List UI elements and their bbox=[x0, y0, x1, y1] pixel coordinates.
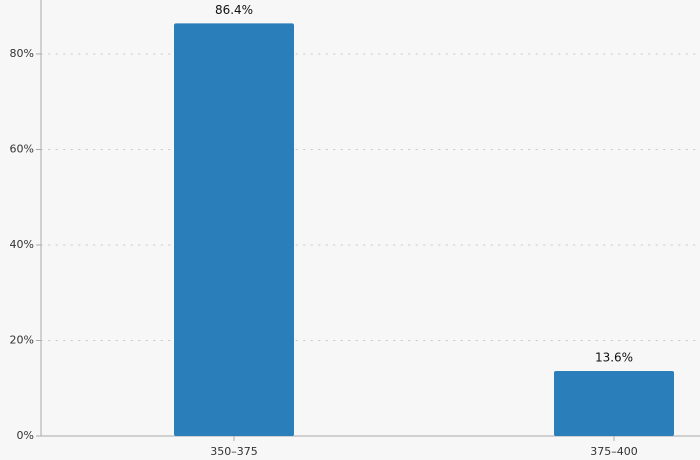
y-tick-label: 0% bbox=[17, 429, 34, 442]
y-tick-label: 60% bbox=[10, 142, 34, 155]
bar bbox=[174, 23, 294, 436]
x-tick-label: 375–400 bbox=[590, 445, 638, 458]
value-label: 86.4% bbox=[215, 3, 253, 17]
value-label: 13.6% bbox=[595, 351, 633, 365]
y-tick-label: 40% bbox=[10, 238, 34, 251]
y-tick-label: 20% bbox=[10, 333, 34, 346]
x-tick-label: 350–375 bbox=[210, 445, 258, 458]
bar bbox=[554, 371, 674, 436]
y-tick-label: 80% bbox=[10, 47, 34, 60]
